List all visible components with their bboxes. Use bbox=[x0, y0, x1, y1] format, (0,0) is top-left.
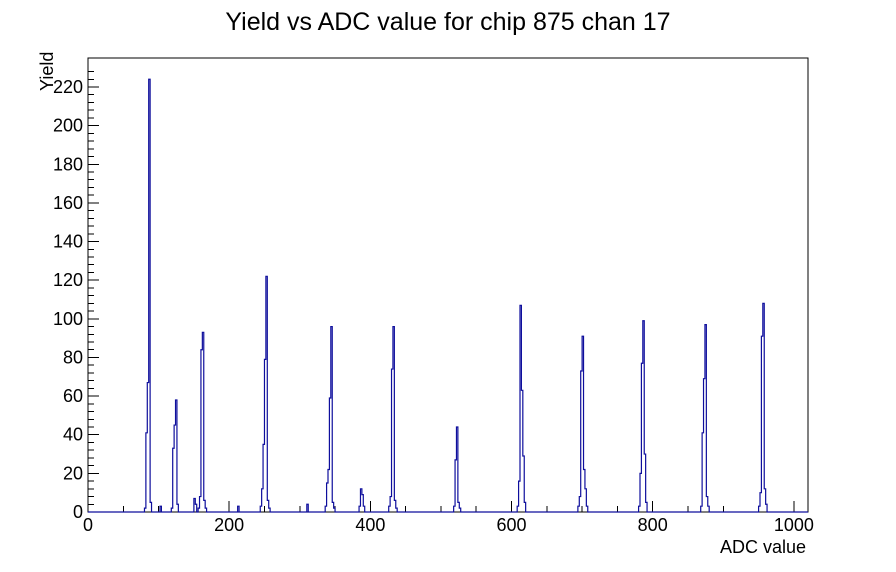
y-tick-label: 100 bbox=[53, 309, 83, 329]
x-tick-label: 800 bbox=[638, 515, 668, 535]
x-axis-ticks bbox=[87, 501, 795, 512]
y-axis-tick-labels: 0 20 40 60 80 100 120 140 160 180 200 220 bbox=[53, 77, 83, 522]
x-tick-label: 1000 bbox=[774, 515, 814, 535]
y-tick-label: 220 bbox=[53, 77, 83, 97]
histogram-line bbox=[88, 78, 808, 513]
y-tick-label: 120 bbox=[53, 270, 83, 290]
x-tick-label: 0 bbox=[83, 515, 93, 535]
plot-frame bbox=[87, 57, 809, 513]
x-tick-label: 600 bbox=[497, 515, 527, 535]
y-tick-label: 140 bbox=[53, 232, 83, 252]
x-axis-title: ADC value bbox=[720, 537, 806, 557]
y-tick-label: 40 bbox=[63, 425, 83, 445]
y-tick-label: 80 bbox=[63, 347, 83, 367]
x-tick-label: 400 bbox=[355, 515, 385, 535]
y-tick-label: 180 bbox=[53, 154, 83, 174]
y-tick-label: 60 bbox=[63, 386, 83, 406]
y-tick-label: 20 bbox=[63, 463, 83, 483]
y-tick-label: 0 bbox=[73, 502, 83, 522]
y-axis-ticks bbox=[88, 71, 99, 513]
y-tick-label: 160 bbox=[53, 193, 83, 213]
y-tick-label: 200 bbox=[53, 116, 83, 136]
y-axis-title: Yield bbox=[37, 52, 57, 91]
x-tick-label: 200 bbox=[214, 515, 244, 535]
x-axis-tick-labels: 0 200 400 600 800 1000 bbox=[83, 515, 814, 535]
chart-title: Yield vs ADC value for chip 875 chan 17 bbox=[225, 8, 670, 36]
